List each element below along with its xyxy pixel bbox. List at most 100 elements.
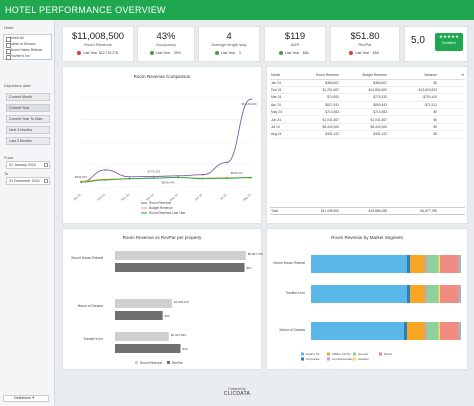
segment-bar	[311, 322, 404, 340]
table-cell: $0	[388, 130, 438, 139]
kpi-average-length-stay: 4 Average length stay Last Year 3	[198, 26, 260, 62]
data-point	[104, 179, 107, 181]
table-row: Jun 24 $1,041,667 $1,041,667 $0	[270, 115, 465, 124]
revpar-bar	[115, 311, 163, 320]
legend-swatch	[327, 352, 330, 356]
table-cell: -$13,602,833	[388, 86, 438, 95]
kpi-room-revenue: $11,008,500 Room Revenue Last Year $12,7…	[62, 26, 134, 62]
table-cell: $0	[388, 123, 438, 132]
calendar-icon[interactable]	[44, 163, 48, 167]
segment-bar	[407, 255, 410, 273]
total-label: Total	[270, 206, 300, 216]
comparison-value: $86	[302, 51, 309, 55]
column-header[interactable]: %	[438, 71, 465, 80]
total-percent	[438, 206, 465, 216]
kpi-comparison: Last Year 39%	[150, 51, 181, 55]
hotel-filter-label: Hotel	[4, 25, 14, 30]
hotel-option-manor-of-dreams[interactable]: Manor of Dreams	[4, 41, 51, 48]
data-point	[250, 98, 252, 100]
segment-bar	[410, 255, 425, 273]
table-cell: Apr 24	[270, 101, 300, 110]
kpi-label: RevPar	[358, 42, 372, 47]
legend-label: Online TA	[306, 352, 320, 356]
data-point	[177, 176, 179, 179]
to-date-input[interactable]: 31 December 2024	[6, 177, 50, 185]
kpi-value: $119	[284, 31, 306, 42]
to-label: To	[4, 171, 9, 176]
segment-bar	[438, 255, 440, 273]
filter-sidebar: Hotel Select All Manor of Dreams Secret …	[0, 20, 55, 406]
definitions-label: Definitions	[14, 396, 31, 400]
segment-bar	[410, 285, 425, 303]
data-point	[128, 175, 131, 178]
hotel-option-travelers-inn[interactable]: Traveler's Inn	[4, 53, 51, 60]
kpi-comparison: Last Year $86	[279, 51, 309, 55]
kpi-adr: $119 ADR Last Year $86	[264, 26, 326, 62]
column-header[interactable]: Variance	[388, 71, 438, 80]
legend-label: Room Revenue Last Year	[149, 211, 186, 215]
table-cell: $714,553	[340, 108, 388, 117]
comparison-value: $12,734,278	[99, 51, 118, 55]
table-cell: $491,122	[300, 130, 340, 139]
data-point	[80, 181, 82, 184]
revpar-value-label: $87	[247, 266, 252, 270]
revenue-revpar-chart: Secret Haven Retreat $5,857,759 $87 Manor o…	[71, 251, 263, 365]
from-date-input[interactable]: 01 January 2024	[6, 161, 50, 169]
legend-label: Direct	[384, 352, 392, 356]
period-last-3-months-button[interactable]: Last 3 Months	[6, 137, 50, 145]
legend-label: Room Revenue	[149, 201, 171, 205]
segment-bar	[438, 322, 440, 340]
kpi-value: 4	[226, 31, 232, 42]
table-cell: $0	[388, 115, 438, 124]
table-row: Aug 24 $491,122 $491,122 $0	[270, 130, 465, 139]
status-up-icon	[215, 51, 219, 55]
data-point	[153, 177, 155, 179]
data-point	[225, 161, 228, 164]
category-label: Secret Haven Retreat	[71, 256, 103, 260]
data-point	[177, 175, 179, 177]
table-row: Jul 24 $6,440,000 $6,440,000 $0	[270, 123, 465, 132]
period-current-year-button[interactable]: Current Year	[6, 104, 50, 112]
calendar-icon[interactable]	[44, 179, 48, 183]
segment-bar	[426, 322, 439, 340]
table-cell: Feb 24	[270, 86, 300, 95]
room-revenue-bar	[115, 332, 169, 341]
hotel-option-select-all[interactable]: Select All	[4, 35, 51, 42]
column-header[interactable]: Room Revenue	[300, 71, 340, 80]
table-cell: $14,854,500	[340, 86, 388, 95]
comparison-label: Last Year	[355, 51, 370, 55]
legend-label: RevPar	[172, 361, 184, 365]
table-cell	[438, 130, 465, 139]
bar-value-label: $5,857,759	[248, 252, 263, 256]
rating-badge: ★★★★★ Excellent	[435, 33, 463, 51]
period-current-month-button[interactable]: Current Month	[6, 93, 50, 101]
table-cell: $627,931	[300, 101, 340, 110]
table-cell: $6,440,000	[340, 123, 388, 132]
legend-swatch	[379, 352, 382, 356]
status-up-icon	[150, 51, 154, 55]
definitions-button[interactable]: Definitions +	[3, 395, 49, 402]
powered-by-label: Powered by	[228, 387, 246, 391]
period-next-3-months-button[interactable]: Next 3 Months	[6, 126, 50, 134]
period-year-to-date-button[interactable]: Current Year To Date	[6, 115, 50, 123]
column-header[interactable]: Budget Revenue	[340, 71, 388, 80]
line-chart: $366,667 $775,333 $6,440,000 $699,443 $664,9…	[72, 96, 257, 215]
table-cell: $0	[388, 108, 438, 117]
table-cell: $1,041,667	[300, 115, 340, 124]
data-label: $366,667	[75, 175, 88, 179]
total-budget-revenue: $15,886,285	[340, 206, 388, 216]
table-cell	[438, 101, 465, 110]
legend-swatch	[167, 361, 170, 364]
table-cell: $714,553	[300, 108, 340, 117]
data-label: $664,917	[231, 171, 244, 175]
status-down-icon	[349, 51, 353, 55]
table-cell: May 24	[270, 108, 300, 117]
legend-label: Offline TA/TO	[332, 352, 351, 356]
column-header[interactable]: Month	[270, 71, 300, 80]
footer: Powered by CLICDATA	[0, 387, 474, 397]
kpi-label: Room Revenue	[84, 42, 112, 47]
legend-swatch	[327, 357, 330, 361]
hotel-option-secret-haven-retreat[interactable]: Secret Haven Retreat	[4, 47, 51, 54]
table-cell: $366,667	[300, 79, 340, 87]
segment-bar	[311, 285, 407, 303]
